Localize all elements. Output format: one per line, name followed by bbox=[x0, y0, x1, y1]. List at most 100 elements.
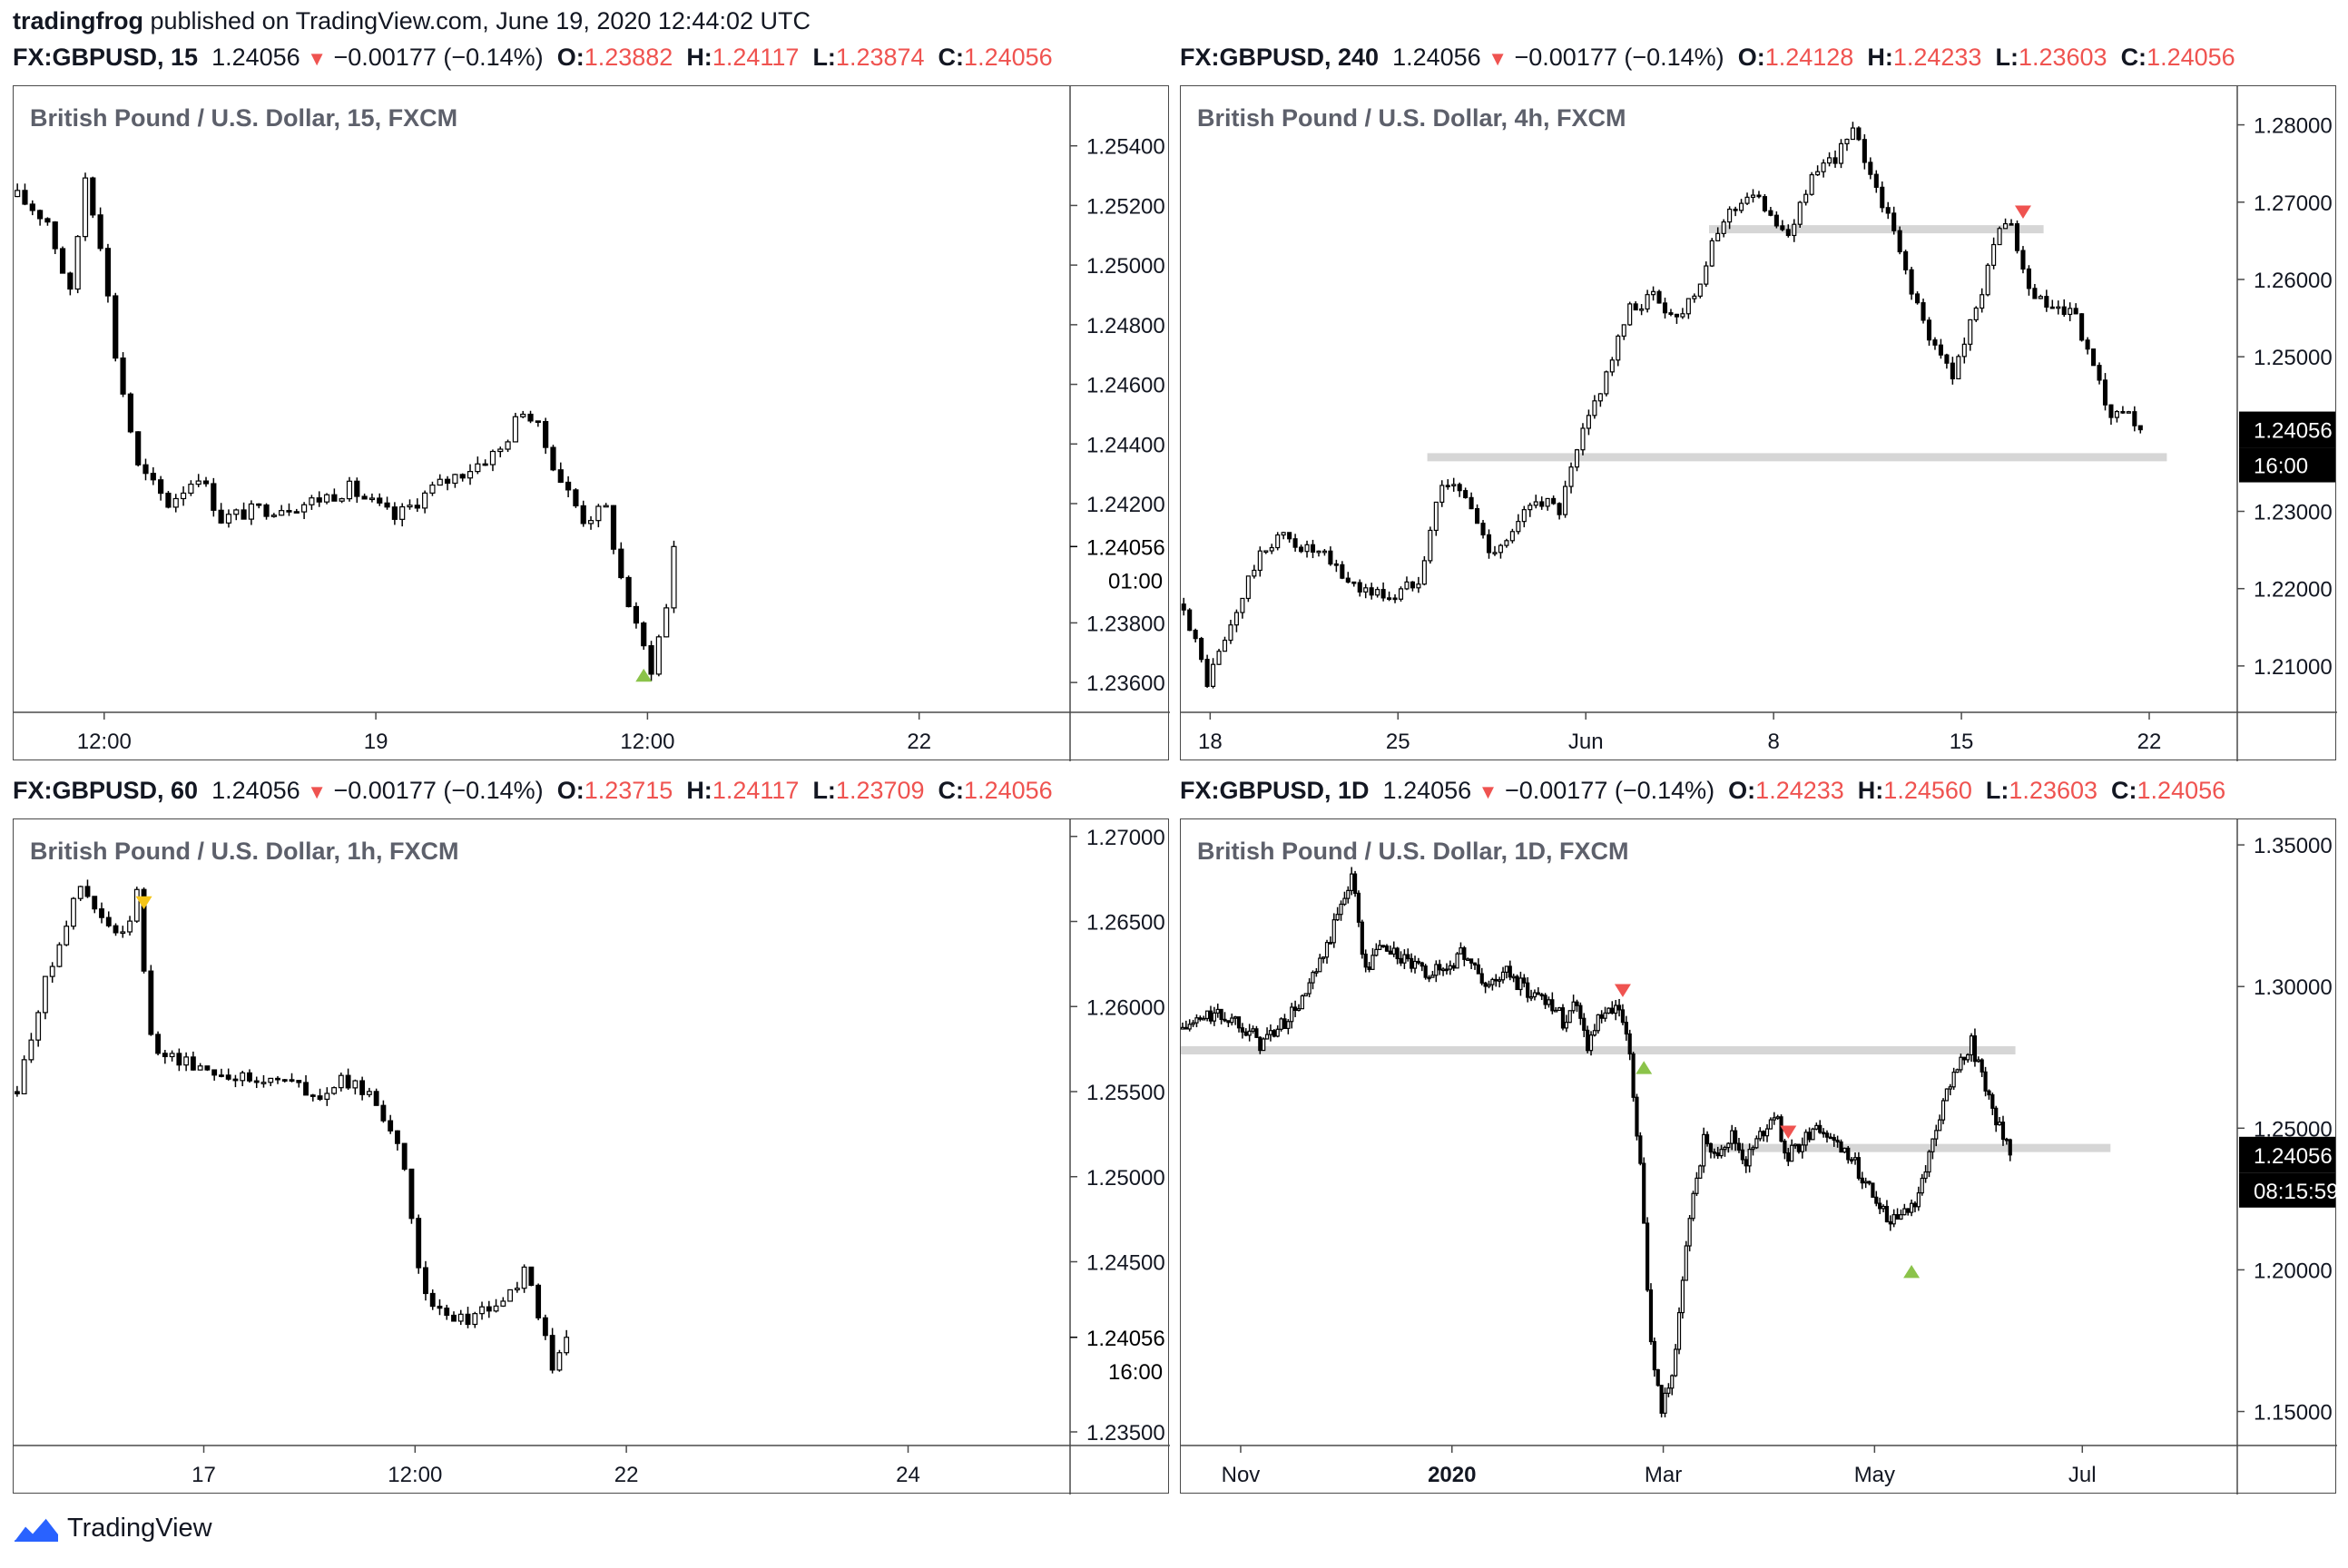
candle-body bbox=[1290, 1006, 1294, 1023]
candle-body bbox=[1860, 1177, 1864, 1184]
candle-body bbox=[1574, 449, 1580, 468]
candle-body bbox=[479, 1306, 485, 1315]
candle-body bbox=[339, 498, 345, 502]
x-tick-label: 2020 bbox=[1428, 1463, 1476, 1487]
y-tick-label: 1.25400 bbox=[1086, 135, 1165, 160]
candle-body bbox=[2038, 296, 2043, 299]
tradingview-logo-icon bbox=[14, 1516, 58, 1542]
y-tick-label: 1.21000 bbox=[2254, 655, 2333, 680]
candle-body bbox=[373, 1091, 379, 1106]
candle-body bbox=[1934, 1130, 1939, 1140]
candle-body bbox=[1444, 968, 1449, 972]
candle-body bbox=[1599, 1014, 1604, 1019]
candle-body bbox=[1423, 965, 1428, 978]
chart-panel-1d[interactable]: 1.35000 1.30000 1.25000 1.20000 1.15000 Nov 20… bbox=[1180, 818, 2337, 1494]
candle-body bbox=[1375, 589, 1380, 596]
candle-body bbox=[67, 272, 74, 290]
candle-body bbox=[1211, 663, 1216, 687]
candle-body bbox=[648, 645, 654, 675]
symbol-label: FX:GBPUSD, 15 bbox=[13, 44, 199, 71]
candle-body bbox=[1539, 994, 1544, 997]
x-tick-label: 25 bbox=[1386, 730, 1410, 754]
candle-body bbox=[2126, 411, 2131, 414]
last-price-label: 1.24056 bbox=[1086, 1327, 1165, 1351]
candle-body bbox=[1335, 914, 1340, 921]
candle-body bbox=[135, 431, 142, 466]
candle-body bbox=[603, 505, 609, 508]
candle-body bbox=[1351, 581, 1357, 584]
down-triangle-icon: ▼ bbox=[307, 780, 327, 803]
x-tick-label: 22 bbox=[907, 730, 931, 754]
chart-panel-15m[interactable]: 1.25400 1.25200 1.25000 1.24800 1.24600 1.244… bbox=[13, 85, 1170, 761]
candle-body bbox=[1997, 228, 2002, 246]
candle-body bbox=[1448, 965, 1452, 970]
candle-body bbox=[1627, 1033, 1632, 1055]
chart-panel-4h[interactable]: 1.28000 1.27000 1.26000 1.25000 1.23000 1.220… bbox=[1180, 85, 2337, 761]
candle-body bbox=[2085, 339, 2090, 350]
candle-body bbox=[346, 480, 353, 500]
candle-body bbox=[1498, 979, 1502, 982]
candle-body bbox=[565, 481, 572, 491]
candle-body bbox=[1318, 957, 1322, 973]
candle-body bbox=[35, 1012, 42, 1041]
chart-panel-1h[interactable]: 1.27000 1.26500 1.26000 1.25500 1.25000 1.245… bbox=[13, 818, 1170, 1494]
candle-body bbox=[1762, 196, 1767, 211]
candle-body bbox=[97, 214, 103, 250]
candle-body bbox=[1331, 919, 1336, 944]
x-tick-label: 19 bbox=[364, 730, 388, 754]
footer-brand[interactable]: TradingView bbox=[13, 1514, 212, 1544]
candle-body bbox=[1888, 1220, 1892, 1225]
candle-body bbox=[1944, 354, 1950, 364]
y-tick-label: 1.25200 bbox=[1086, 194, 1165, 219]
candle-body bbox=[127, 393, 133, 433]
candle-body bbox=[549, 1335, 555, 1371]
x-tick-label: 15 bbox=[1950, 730, 1974, 754]
candle-body bbox=[1240, 597, 1245, 613]
candle-body bbox=[1736, 1142, 1742, 1151]
quote-line-15: FX:GBPUSD, 15 1.24056 ▼ −0.00177 (−0.14%… bbox=[13, 44, 1053, 72]
candle-body bbox=[663, 607, 670, 638]
candle-body bbox=[15, 190, 21, 198]
candle-body bbox=[1895, 1214, 1900, 1220]
candle-body bbox=[1652, 1340, 1656, 1371]
last-price: 1.24056 bbox=[1392, 44, 1481, 71]
candle-body bbox=[1727, 208, 1733, 223]
candle-body bbox=[202, 480, 210, 485]
candle-body bbox=[1709, 240, 1714, 267]
chart-4h-svg[interactable]: 1.28000 1.27000 1.26000 1.25000 1.23000 1.220… bbox=[1181, 86, 2337, 761]
open-value: 1.24128 bbox=[1764, 44, 1854, 71]
candle-body bbox=[429, 484, 436, 494]
candle-body bbox=[580, 505, 586, 524]
candle-body bbox=[1472, 962, 1478, 965]
candle-body bbox=[1223, 1018, 1227, 1022]
signal-down-marker bbox=[1614, 984, 1631, 997]
candle-body bbox=[1311, 972, 1315, 984]
candle-body bbox=[29, 203, 35, 211]
candle-body bbox=[1475, 507, 1480, 524]
candle-body bbox=[1439, 485, 1445, 504]
candle-body bbox=[1420, 962, 1424, 967]
candle-body bbox=[1252, 569, 1257, 577]
candle-body bbox=[1181, 603, 1186, 611]
candle-body bbox=[1233, 612, 1239, 626]
candle-body bbox=[437, 478, 443, 486]
candle-body bbox=[2056, 306, 2061, 309]
candle-body bbox=[394, 1130, 400, 1144]
candle-body bbox=[289, 1079, 295, 1082]
brand-name: TradingView bbox=[67, 1514, 212, 1543]
candle-body bbox=[248, 503, 254, 520]
candle-body bbox=[1568, 466, 1574, 487]
chart-15m-svg[interactable]: 1.25400 1.25200 1.25000 1.24800 1.24600 1.244… bbox=[14, 86, 1170, 761]
candle-body bbox=[587, 520, 594, 524]
chart-1h-svg[interactable]: 1.27000 1.26500 1.26000 1.25500 1.25000 1.245… bbox=[14, 819, 1170, 1494]
candle-body bbox=[1645, 1222, 1650, 1291]
candle-body bbox=[1571, 1001, 1576, 1012]
candle-body bbox=[1670, 1375, 1675, 1389]
candle-body bbox=[338, 1074, 344, 1089]
candle-body bbox=[1299, 546, 1304, 553]
published-text: published on TradingView.com, June 19, 2… bbox=[150, 7, 811, 34]
candle-body bbox=[1758, 1131, 1763, 1140]
candle-body bbox=[188, 484, 194, 495]
candle-body bbox=[1310, 544, 1316, 553]
